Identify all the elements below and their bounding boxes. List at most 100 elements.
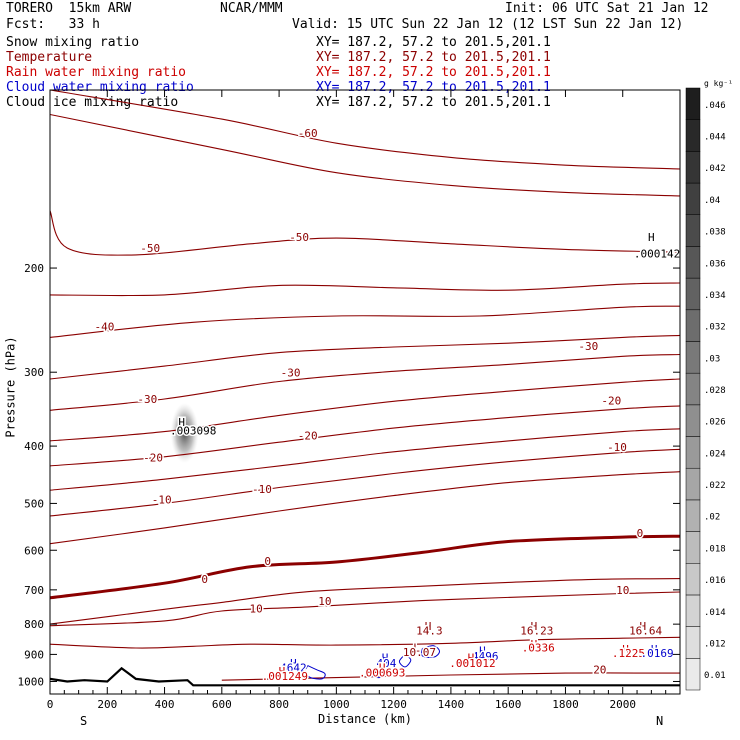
colorbar-tick-label: .042: [704, 164, 726, 174]
terrain-line: [50, 666, 680, 687]
temperature-contour-m55: [50, 113, 680, 197]
y-tick-label: 800: [24, 618, 44, 631]
x-tick-label: 1200: [380, 698, 407, 711]
contour-label: H: [425, 620, 432, 633]
colorbar-tick-label: .024: [704, 449, 726, 459]
temperature-contour-m35: [50, 334, 680, 380]
temperature-contour-5: [50, 578, 680, 625]
colorbar-swatch: [685, 499, 701, 532]
colorbar-swatch: [685, 182, 701, 215]
cloud-water-contour-1: [420, 645, 441, 659]
contour-label: H: [648, 231, 655, 244]
colorbar-swatch: [685, 436, 701, 469]
temperature-contour-m5: [50, 471, 680, 545]
contour-label: -50: [289, 231, 309, 244]
colorbar-swatch: [685, 467, 701, 501]
x-tick-label: 1600: [495, 698, 522, 711]
contour-label: 16.64: [629, 625, 662, 638]
contour-label: .000142: [634, 248, 680, 261]
contour-label: .003098: [170, 424, 216, 437]
colorbar-swatch: [685, 563, 701, 596]
forecast-hour: Fcst: 33 h: [6, 17, 100, 32]
colorbar-tick-label: .026: [704, 418, 726, 428]
endpoint-right-label: N: [656, 714, 664, 728]
x-tick-label: 1400: [438, 698, 465, 711]
contour-label: 10.07: [403, 646, 436, 659]
contour-label: 14.3: [416, 625, 443, 638]
colorbar-swatch: [685, 246, 701, 279]
contour-label: H: [290, 657, 297, 670]
contour-label: H: [379, 662, 386, 675]
cloud-water-contour-2: [398, 654, 412, 668]
colorbar-tick-label: .03: [704, 354, 720, 364]
y-tick-label: 300: [24, 366, 44, 379]
cloud-water-contour-3: [370, 667, 386, 679]
x-tick-label: 600: [212, 698, 232, 711]
colorbar-swatch: [685, 151, 701, 184]
y-tick-label: 1000: [18, 675, 45, 688]
x-tick-label: 1000: [323, 698, 350, 711]
colorbar-tick-label: .034: [704, 291, 726, 301]
colorbar-tick-label: .012: [704, 639, 726, 649]
colorbar-swatch: [685, 404, 701, 437]
legend-label-temperature: Temperature: [6, 50, 93, 65]
colorbar-swatch: [685, 309, 701, 342]
contour-label: 10: [616, 584, 629, 597]
temperature-contour-m25: [50, 378, 680, 442]
contour-label: H: [531, 620, 538, 633]
colorbar-tick-label: .014: [704, 608, 726, 618]
legend-xy-cloud_water: XY= 187.2, 57.2 to 201.5,201.1: [316, 80, 551, 95]
legend-label-snow: Snow mixing ratio: [6, 35, 140, 50]
contour-label: -20: [601, 394, 621, 407]
colorbar-tick-label: .038: [704, 228, 726, 238]
x-tick-label: 400: [155, 698, 175, 711]
y-tick-label: 500: [24, 497, 44, 510]
legend-xy-temperature: XY= 187.2, 57.2 to 201.5,201.1: [316, 50, 551, 65]
colorbar-swatch: [685, 658, 701, 691]
colorbar-tick-label: .016: [704, 576, 726, 586]
contour-label: H: [651, 643, 658, 656]
y-tick-label: 200: [24, 262, 44, 275]
contour-label: H: [479, 644, 486, 657]
colorbar-tick-label: .022: [704, 481, 726, 491]
model-title: TORERO 15km ARW: [6, 1, 132, 16]
contour-label: -10: [152, 493, 172, 506]
y-tick-label: 700: [24, 584, 44, 597]
colorbar-swatch: [685, 277, 701, 311]
contour-label: -20: [298, 430, 318, 443]
temperature-contour-m20: [50, 405, 680, 467]
colorbar-tick-label: 0.01: [704, 671, 726, 681]
contour-label: 0: [637, 527, 644, 540]
center-title: NCAR/MMM: [220, 1, 283, 16]
contour-label: -50: [140, 242, 160, 255]
colorbar-swatch: [685, 372, 701, 406]
contour-label: H: [639, 620, 646, 633]
cloud-water-contour-0: [304, 665, 326, 680]
contour-label: L: [413, 642, 420, 655]
temperature-contour-m50: [50, 210, 680, 256]
contour-label: 4496: [472, 650, 499, 663]
contour-label: .1225: [612, 647, 645, 660]
contour-label: .000693: [359, 666, 405, 679]
contour-label: -10: [607, 441, 627, 454]
temperature-contour-20: [221, 672, 680, 681]
temperature-contour-15: [50, 636, 680, 649]
init-time: Init: 06 UTC Sat 21 Jan 12: [505, 1, 709, 16]
contour-label: 404: [377, 657, 397, 670]
colorbar-tick-label: .032: [704, 323, 726, 333]
temperature-contour-m60: [50, 90, 680, 170]
contour-label: H: [178, 416, 185, 429]
snow-mixing-shading: [170, 402, 199, 463]
temperature-contour-0: [50, 534, 680, 600]
colorbar-tick-label: .046: [704, 101, 726, 111]
temperature-contour-m45: [50, 282, 680, 297]
contour-label: H: [382, 651, 389, 664]
colorbar-tick-label: .036: [704, 259, 726, 269]
x-tick-label: 800: [269, 698, 289, 711]
contour-label: .001249: [262, 670, 308, 683]
temperature-contour-m10: [50, 448, 680, 517]
contour-label: 0: [201, 573, 208, 586]
contour-label: H: [531, 638, 538, 651]
endpoint-left-label: S: [80, 714, 88, 728]
